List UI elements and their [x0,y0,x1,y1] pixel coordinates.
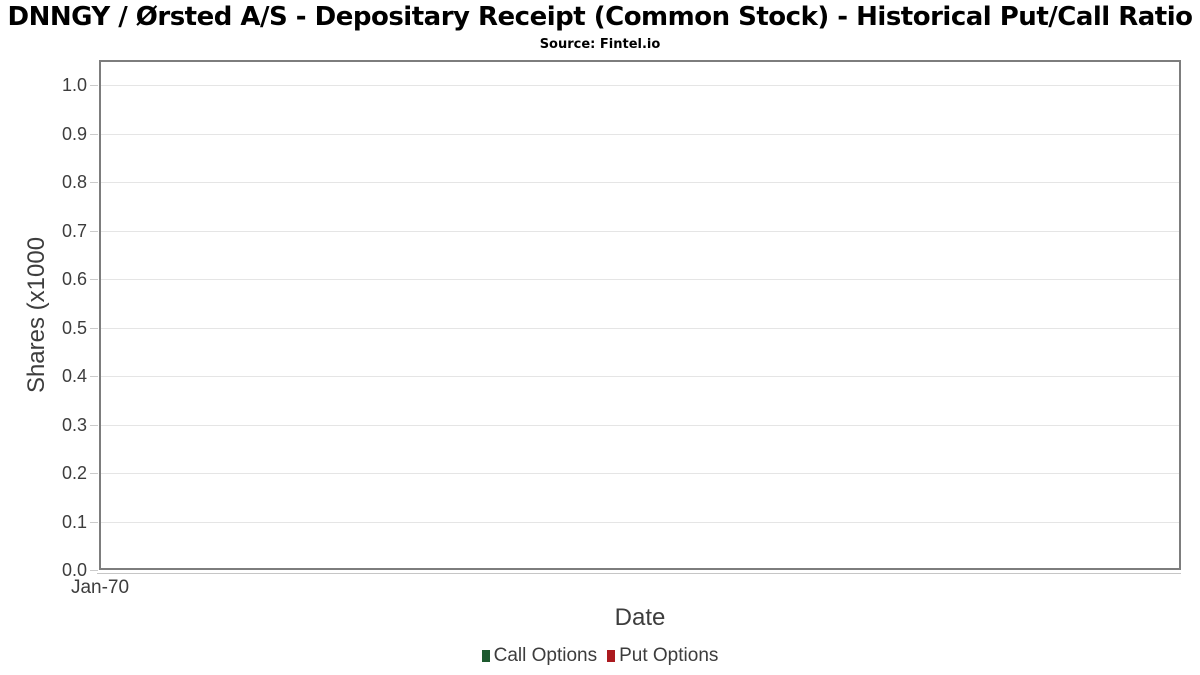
plot-area [99,60,1181,570]
x-axis-line [97,573,1181,574]
chart-title: DNNGY / Ørsted A/S - Depositary Receipt … [7,2,1193,32]
legend: Call Options Put Options [0,645,1200,667]
y-tick-mark [90,134,98,135]
y-tick-label: 1.0 [61,75,87,95]
y-tick-mark [90,182,98,183]
y-tick-label: 0.3 [61,415,87,435]
y-tick-mark [90,570,98,571]
y-tick-label: 0.5 [61,318,87,338]
y-tick-label: 0.6 [61,269,87,289]
y-tick-label: 0.1 [61,512,87,532]
chart-subtitle: Source: Fintel.io [539,37,661,52]
gridline [101,134,1179,135]
y-tick-label: 0.2 [61,463,87,483]
y-tick-label: 0.4 [61,366,87,386]
y-tick-label: 0.7 [61,221,87,241]
legend-item: Call Options [481,645,598,667]
gridline [101,425,1179,426]
legend-swatch-icon [481,650,490,662]
y-tick-mark [90,328,98,329]
gridline [101,279,1179,280]
y-tick-mark [90,522,98,523]
y-tick-mark [90,85,98,86]
gridline [101,473,1179,474]
gridline [101,231,1179,232]
y-tick-mark [90,425,98,426]
y-tick-label: 0.9 [61,124,87,144]
y-tick-mark [90,279,98,280]
y-tick-mark [90,473,98,474]
gridline [101,182,1179,183]
gridline [101,376,1179,377]
legend-item: Put Options [607,645,718,667]
x-axis-label: Date [614,604,666,631]
x-tick-label: Jan-70 [70,577,130,598]
y-tick-mark [90,376,98,377]
y-tick-mark [90,231,98,232]
gridline [101,328,1179,329]
legend-label: Call Options [493,645,598,666]
gridline [101,85,1179,86]
y-tick-label: 0.0 [61,560,87,580]
gridline [101,522,1179,523]
legend-swatch-icon [607,650,616,662]
legend-label: Put Options [619,645,719,666]
y-tick-label: 0.8 [61,172,87,192]
